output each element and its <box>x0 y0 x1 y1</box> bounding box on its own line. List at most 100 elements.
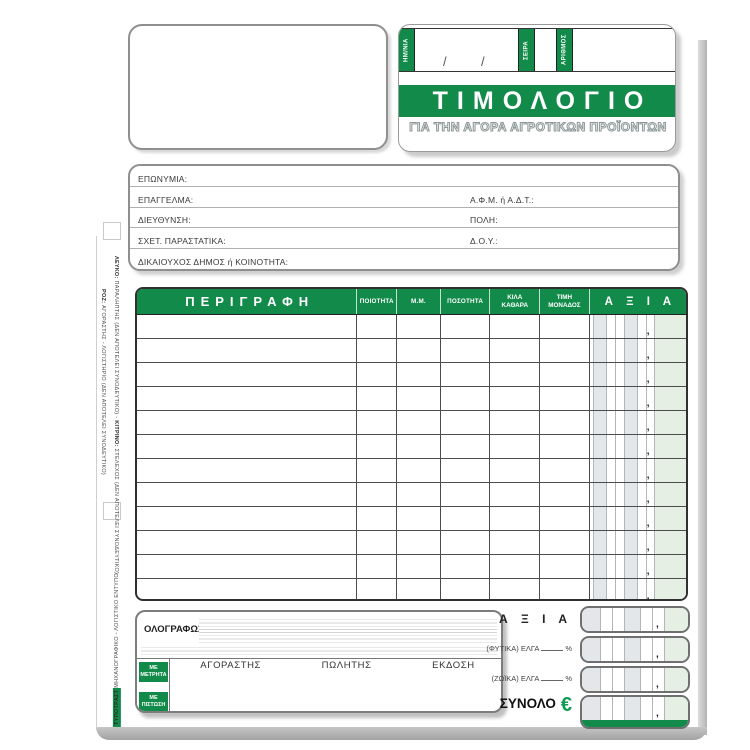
amount-cell[interactable]: , <box>589 483 686 506</box>
item-cell[interactable] <box>540 315 590 338</box>
item-cell[interactable] <box>490 411 541 434</box>
item-cell[interactable] <box>490 555 541 578</box>
item-cell[interactable] <box>357 483 398 506</box>
item-cell[interactable] <box>490 387 541 410</box>
fill-in-line[interactable] <box>541 643 564 651</box>
amount-cell[interactable]: , <box>589 555 686 578</box>
item-cell[interactable] <box>441 411 491 434</box>
info-row[interactable]: ΔΙΚΑΙΟΥΧΟΣ ΔΗΜΟΣ ή ΚΟΙΝΟΤΗΤΑ: <box>130 249 678 269</box>
item-cell[interactable] <box>540 387 590 410</box>
item-cell[interactable] <box>540 363 590 386</box>
item-cell[interactable] <box>357 459 398 482</box>
item-cell[interactable] <box>137 339 358 362</box>
item-cell[interactable] <box>137 555 358 578</box>
item-cell[interactable] <box>540 483 590 506</box>
item-cell[interactable] <box>137 411 358 434</box>
item-cell[interactable] <box>397 363 441 386</box>
amount-cell[interactable]: , <box>589 411 686 434</box>
info-row[interactable]: ΔΙΕΥΘΥΝΣΗ: ΠΟΛΗ: <box>130 208 678 229</box>
item-cell[interactable] <box>540 579 590 599</box>
amount-in-words-lines[interactable] <box>199 617 497 643</box>
item-cell[interactable] <box>490 315 541 338</box>
item-cell[interactable] <box>490 507 541 530</box>
item-cell[interactable] <box>397 339 441 362</box>
info-row[interactable]: ΣΧΕΤ. ΠΑΡΑΣΤΑΤΙΚΑ: Δ.Ο.Υ.: <box>130 228 678 250</box>
item-cell[interactable] <box>441 483 491 506</box>
item-cell[interactable] <box>357 411 398 434</box>
stamp-box[interactable] <box>128 24 388 150</box>
item-cell[interactable] <box>357 363 398 386</box>
payment-tab[interactable]: ΜΕ ΜΕΤΡΗΤΑ <box>139 662 168 682</box>
item-cell[interactable] <box>490 363 541 386</box>
item-cell[interactable] <box>441 579 491 599</box>
item-cell[interactable] <box>357 531 398 554</box>
item-cell[interactable] <box>540 531 590 554</box>
signature-area[interactable] <box>170 672 501 711</box>
item-cell[interactable] <box>540 507 590 530</box>
item-cell[interactable] <box>137 483 358 506</box>
total-box[interactable]: , <box>580 695 690 729</box>
item-cell[interactable] <box>540 339 590 362</box>
item-cell[interactable] <box>397 315 441 338</box>
item-cell[interactable] <box>397 483 441 506</box>
item-cell[interactable] <box>137 459 358 482</box>
item-cell[interactable] <box>397 531 441 554</box>
item-cell[interactable] <box>357 387 398 410</box>
amount-in-words-lines[interactable] <box>141 645 497 657</box>
date-field[interactable]: / / <box>415 29 519 71</box>
item-cell[interactable] <box>397 459 441 482</box>
item-cell[interactable] <box>357 555 398 578</box>
fill-in-line[interactable] <box>541 673 564 681</box>
item-cell[interactable] <box>357 507 398 530</box>
item-cell[interactable] <box>441 387 491 410</box>
item-cell[interactable] <box>397 579 441 599</box>
item-cell[interactable] <box>490 459 541 482</box>
series-field[interactable] <box>535 29 557 71</box>
payment-tab[interactable]: ΜΕ ΠΙΣΤΩΣΗ <box>139 692 168 711</box>
item-cell[interactable] <box>490 339 541 362</box>
item-cell[interactable] <box>137 507 358 530</box>
item-cell[interactable] <box>490 483 541 506</box>
total-box[interactable]: , <box>580 636 690 663</box>
item-cell[interactable] <box>441 531 491 554</box>
amount-cell[interactable]: , <box>589 435 686 458</box>
item-cell[interactable] <box>441 459 491 482</box>
item-cell[interactable] <box>357 435 398 458</box>
item-cell[interactable] <box>357 339 398 362</box>
item-cell[interactable] <box>397 435 441 458</box>
item-cell[interactable] <box>441 507 491 530</box>
info-row[interactable]: ΕΠΩΝΥΜΙΑ: <box>130 166 678 187</box>
item-cell[interactable] <box>441 339 491 362</box>
item-cell[interactable] <box>137 315 358 338</box>
item-cell[interactable] <box>357 315 398 338</box>
item-cell[interactable] <box>441 435 491 458</box>
item-cell[interactable] <box>137 435 358 458</box>
item-cell[interactable] <box>441 315 491 338</box>
amount-cell[interactable]: , <box>589 531 686 554</box>
number-field[interactable] <box>573 29 675 71</box>
item-cell[interactable] <box>137 531 358 554</box>
item-cell[interactable] <box>490 579 541 599</box>
amount-cell[interactable]: , <box>589 363 686 386</box>
item-cell[interactable] <box>441 363 491 386</box>
item-cell[interactable] <box>441 555 491 578</box>
item-cell[interactable] <box>397 555 441 578</box>
item-cell[interactable] <box>397 387 441 410</box>
total-box[interactable]: , <box>580 666 690 693</box>
item-cell[interactable] <box>137 387 358 410</box>
item-cell[interactable] <box>540 459 590 482</box>
amount-cell[interactable]: , <box>589 315 686 338</box>
item-cell[interactable] <box>540 555 590 578</box>
amount-cell[interactable]: , <box>589 579 686 599</box>
info-row[interactable]: ΕΠΑΓΓΕΛΜΑ: Α.Φ.Μ. ή Α.Δ.Τ.: <box>130 187 678 208</box>
item-cell[interactable] <box>357 579 398 599</box>
amount-cell[interactable]: , <box>589 387 686 410</box>
item-cell[interactable] <box>397 411 441 434</box>
item-cell[interactable] <box>540 411 590 434</box>
item-cell[interactable] <box>490 531 541 554</box>
total-box[interactable]: , <box>580 606 690 633</box>
item-cell[interactable] <box>137 363 358 386</box>
item-cell[interactable] <box>137 579 358 599</box>
amount-cell[interactable]: , <box>589 339 686 362</box>
amount-cell[interactable]: , <box>589 507 686 530</box>
